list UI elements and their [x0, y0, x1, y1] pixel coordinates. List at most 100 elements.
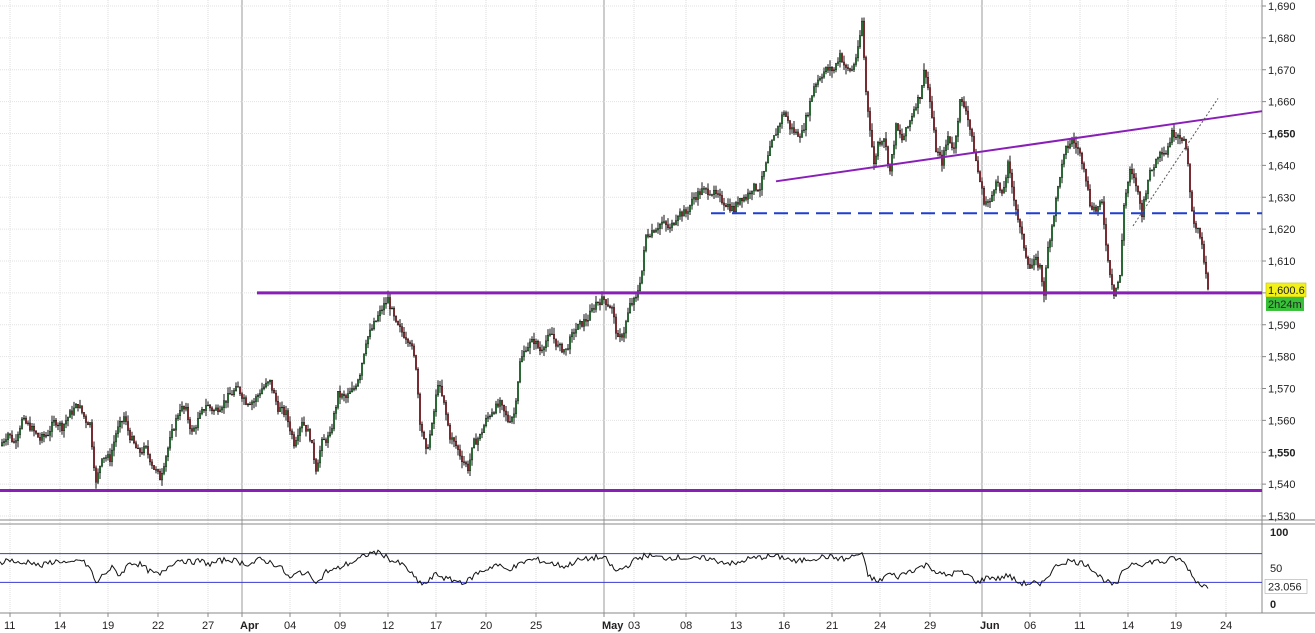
candle-body [641, 270, 644, 284]
candle-body [1036, 256, 1039, 268]
candle-body [128, 430, 131, 441]
candle-body [1048, 240, 1051, 248]
candle-body [365, 343, 368, 355]
candle-body [226, 393, 229, 403]
candle-body [749, 192, 752, 195]
oscillator-y-tick-label: 0 [1270, 599, 1276, 611]
candle-body [409, 342, 412, 344]
candle-body [965, 106, 968, 112]
x-tick-label: 21 [826, 620, 838, 632]
candle-body [1120, 240, 1123, 276]
drawn-lines [0, 98, 1263, 492]
candle-body [377, 315, 380, 322]
candle-body [82, 412, 85, 417]
candle-body [110, 449, 113, 462]
candle-body [281, 406, 284, 409]
candle-body [711, 194, 714, 196]
candle-body [773, 135, 776, 141]
candle-body [144, 446, 147, 448]
candle-body [271, 379, 274, 391]
candle-body [1007, 161, 1010, 179]
candle-body [707, 188, 710, 195]
candle-body [747, 192, 750, 200]
candle-body [429, 434, 432, 448]
candle-body [252, 401, 255, 403]
candle-body [1003, 186, 1006, 194]
candle-body [287, 410, 290, 423]
candle-body [367, 336, 370, 345]
candle-body [1030, 264, 1033, 269]
last-price-label: 1,600.6 [1268, 285, 1305, 297]
candle-body [831, 67, 834, 72]
candle-body [353, 388, 356, 390]
candle-body [635, 296, 638, 299]
candle-body [723, 202, 726, 206]
candle-body [254, 396, 257, 402]
candle-body [507, 414, 510, 422]
candle-body [973, 136, 976, 154]
candle-body [439, 385, 442, 387]
candle-body [29, 422, 32, 431]
candle-body [232, 390, 235, 395]
y-tick-label: 1,530 [1268, 511, 1296, 523]
candle-body [859, 35, 862, 47]
candle-body [279, 407, 282, 412]
candle-body [659, 224, 662, 229]
candle-body [911, 115, 914, 122]
x-tick-label: 08 [680, 620, 692, 632]
candle-body [593, 308, 596, 310]
candle-body [737, 202, 740, 205]
candle-body [433, 411, 436, 424]
candle-body [1062, 154, 1065, 165]
candle-body [861, 20, 864, 36]
candle-body [230, 394, 233, 396]
candle-body [184, 406, 187, 410]
x-tick-label: 19 [1170, 620, 1182, 632]
candle-body [941, 154, 944, 166]
candle-body [619, 334, 622, 338]
candle-body [1013, 186, 1016, 201]
candle-body [785, 112, 788, 117]
candle-body [537, 341, 540, 348]
candle-body [23, 417, 26, 420]
candle-body [25, 417, 28, 424]
x-tick-label: 11 [1074, 620, 1085, 632]
candle-body [945, 144, 948, 151]
candle-body [343, 394, 346, 396]
candle-body [493, 412, 496, 414]
candle-body [459, 449, 462, 457]
candle-body [1078, 148, 1081, 154]
candle-body [210, 407, 213, 411]
candle-body [971, 129, 974, 137]
candle-body [829, 67, 832, 71]
candle-body [341, 394, 344, 398]
candle-body [327, 435, 330, 443]
candle-body [657, 228, 660, 231]
candle-body [833, 69, 836, 72]
candle-body [200, 409, 203, 414]
candle-body [633, 297, 636, 305]
candle-body [116, 426, 119, 434]
candle-body [825, 67, 828, 73]
candle-body [677, 216, 680, 221]
candle-body [759, 189, 762, 191]
candle-body [559, 343, 562, 346]
candle-body [881, 141, 884, 145]
candle-body [919, 97, 922, 99]
candle-body [671, 222, 674, 228]
candle-body [413, 345, 416, 356]
candle-body [289, 421, 292, 432]
y-tick-label: 1,550 [1268, 447, 1296, 459]
candle-body [801, 130, 804, 138]
candle-body [741, 197, 744, 202]
candle-body [160, 473, 163, 481]
candle-body [511, 417, 514, 422]
candle-body [477, 438, 480, 445]
candle-body [667, 224, 670, 228]
candle-body [421, 424, 424, 433]
candle-body [959, 99, 962, 122]
candle-body [775, 134, 778, 136]
candle-body [1038, 265, 1041, 268]
candle-body [621, 334, 624, 338]
